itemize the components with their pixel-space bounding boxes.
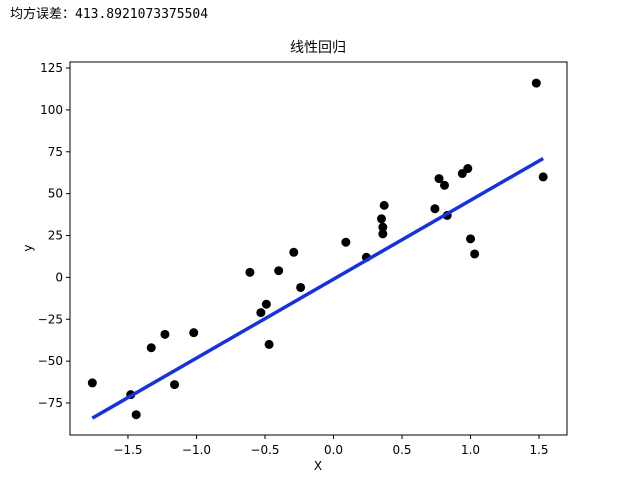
data-point — [261, 299, 271, 309]
data-point — [379, 200, 389, 210]
chart-title: 线性回归 — [290, 39, 346, 56]
x-tick-label: −1.5 — [113, 443, 142, 457]
y-tick-label: 0 — [55, 270, 63, 284]
data-point — [256, 308, 266, 318]
data-point — [131, 410, 141, 420]
data-point — [376, 214, 386, 224]
data-point — [264, 339, 274, 349]
y-tick-label: −75 — [38, 396, 63, 410]
data-point — [466, 234, 476, 244]
y-tick-label: 25 — [48, 229, 63, 243]
data-point — [430, 204, 440, 214]
data-point — [463, 164, 473, 174]
data-point — [245, 267, 255, 277]
data-point — [378, 222, 388, 232]
data-point — [470, 249, 480, 259]
data-point — [189, 328, 199, 338]
data-point — [531, 78, 541, 88]
data-point — [439, 180, 449, 190]
data-point — [170, 380, 180, 390]
y-tick-label: −50 — [38, 354, 63, 368]
data-point — [289, 247, 299, 257]
y-tick-label: −25 — [38, 312, 63, 326]
x-tick-label: 0.5 — [392, 443, 411, 457]
y-tick-label: 125 — [40, 61, 63, 75]
data-point — [87, 378, 97, 388]
data-point — [296, 282, 306, 292]
x-tick-label: 0.0 — [324, 443, 343, 457]
y-tick-label: 50 — [48, 187, 63, 201]
y-tick-label: 75 — [48, 145, 63, 159]
data-point — [146, 343, 156, 353]
x-tick-label: 1.5 — [529, 443, 548, 457]
axes-frame — [69, 61, 568, 436]
data-point — [274, 266, 284, 276]
x-tick-label: −1.0 — [182, 443, 211, 457]
data-point — [378, 229, 388, 239]
data-point — [341, 237, 351, 247]
y-axis-label: y — [21, 244, 35, 251]
x-tick-label: −0.5 — [250, 443, 279, 457]
regression-line — [91, 156, 545, 420]
y-tick-label: 100 — [40, 103, 63, 117]
data-point — [434, 174, 444, 184]
data-point — [160, 329, 170, 339]
x-tick-label: 1.0 — [461, 443, 480, 457]
x-axis-label: X — [314, 459, 322, 473]
data-point — [538, 172, 548, 182]
mse-header: 均方误差：413.8921073375504 — [10, 7, 209, 22]
